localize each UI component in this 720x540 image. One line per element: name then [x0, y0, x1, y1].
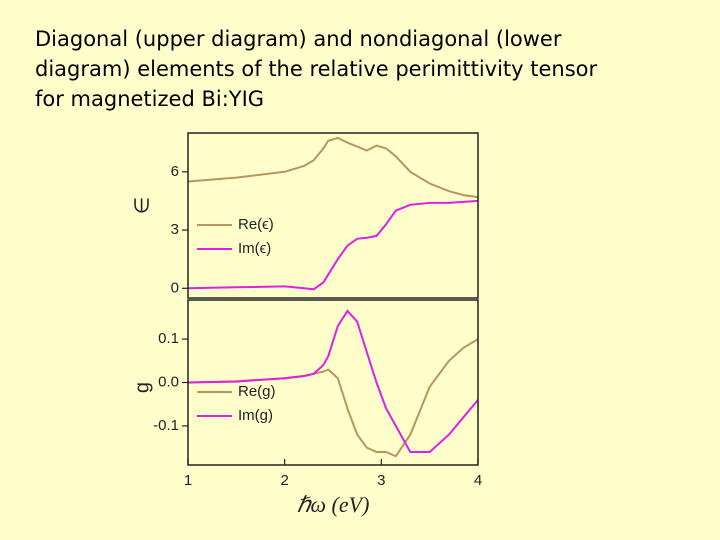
y-tick-label: 3 [171, 221, 179, 238]
plot-frame [187, 299, 479, 466]
y-tick-label: 6 [171, 163, 179, 180]
legend-label: Im(ϵ) [238, 240, 271, 257]
y-axis-label: g [131, 382, 153, 393]
x-tick-label: 3 [377, 472, 385, 489]
x-axis-label: ℏω (eV) [297, 492, 370, 517]
x-tick-label: 1 [184, 472, 192, 489]
y-tick-label: -0.1 [153, 417, 179, 434]
title-line: Diagonal (upper diagram) and nondiagonal… [35, 27, 562, 51]
series-line [187, 309, 479, 453]
legend-label: Re(g) [238, 383, 276, 400]
legend-label: Im(g) [238, 407, 273, 424]
slide-title: Diagonal (upper diagram) and nondiagonal… [35, 24, 597, 114]
x-tick-label: 2 [280, 472, 288, 489]
series-line [187, 136, 479, 199]
plot-frame [187, 132, 479, 299]
title-line: diagram) elements of the relative perimi… [35, 57, 598, 81]
series-line [187, 199, 479, 291]
title-line: for magnetized Bi:YIG [35, 87, 265, 111]
y-axis-label: ∈ [131, 197, 153, 214]
y-tick-label: 0.0 [158, 373, 179, 390]
series-line [187, 338, 479, 458]
y-tick-label: 0 [171, 279, 179, 296]
y-tick-label: 0.1 [158, 330, 179, 347]
legend-label: Re(ϵ) [238, 216, 274, 233]
x-tick-label: 4 [474, 472, 482, 489]
